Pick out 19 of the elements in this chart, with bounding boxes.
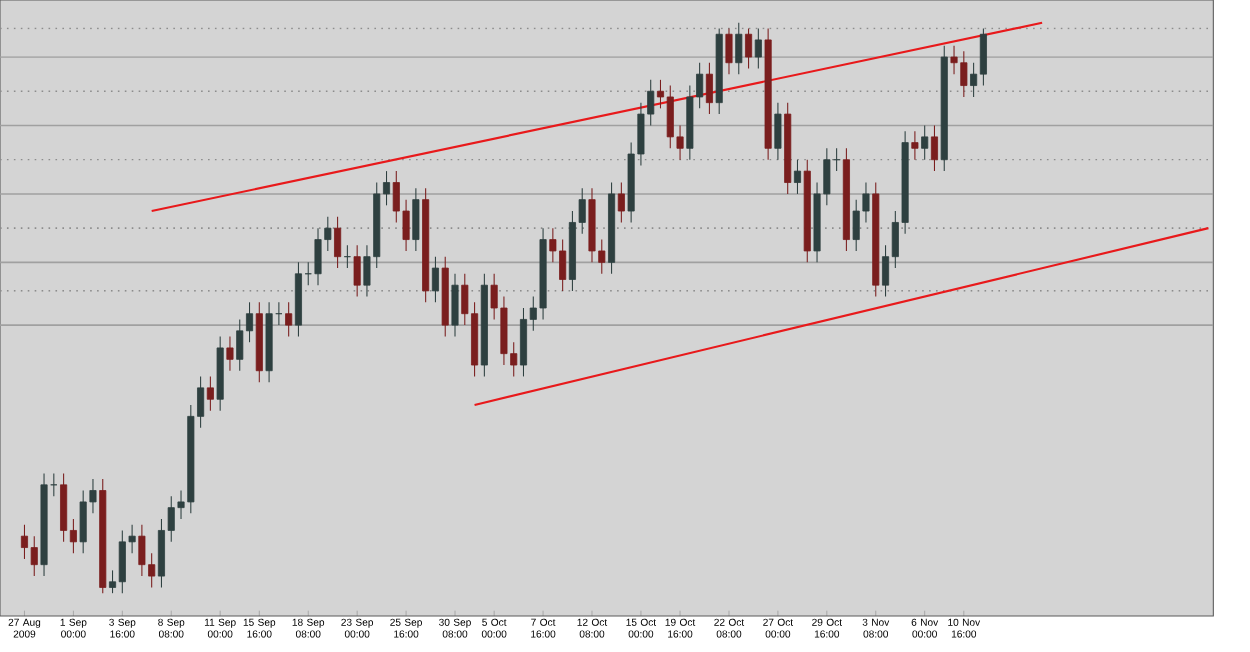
candlestick bbox=[412, 187, 420, 252]
candlestick bbox=[206, 375, 214, 412]
candlestick bbox=[451, 273, 459, 338]
candlestick bbox=[725, 27, 733, 75]
candlestick bbox=[930, 124, 938, 172]
candlestick bbox=[431, 256, 439, 303]
candlestick bbox=[774, 102, 782, 161]
candlestick bbox=[226, 335, 234, 372]
candlestick bbox=[921, 124, 929, 161]
candlestick bbox=[353, 244, 361, 298]
candlestick bbox=[735, 22, 743, 75]
candlestick bbox=[285, 301, 293, 338]
candlestick bbox=[793, 159, 802, 195]
candlestick bbox=[705, 62, 713, 115]
candlestick bbox=[334, 216, 342, 269]
candlestick bbox=[745, 27, 753, 69]
candlestick bbox=[754, 27, 762, 69]
candlestick bbox=[911, 130, 919, 161]
candlestick bbox=[617, 181, 625, 223]
